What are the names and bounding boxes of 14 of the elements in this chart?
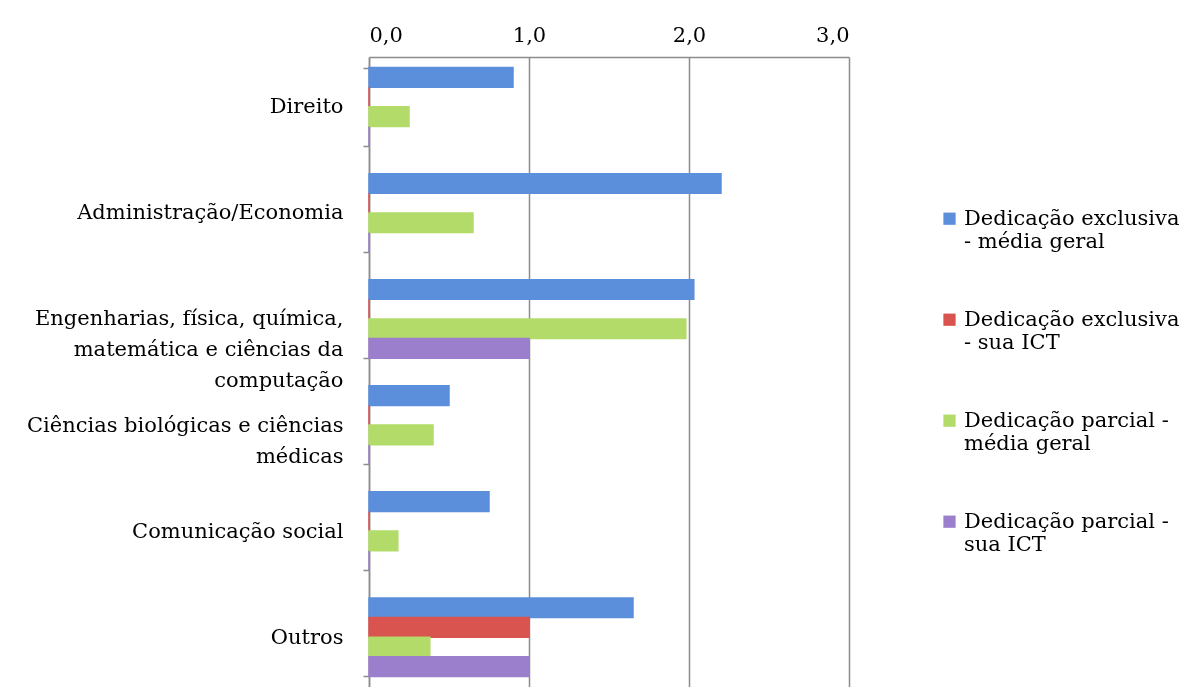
y-tick-label: Direito — [269, 94, 344, 119]
y-tick-label: Comunicação social — [132, 518, 344, 543]
legend-label: Dedicação exclusiva - média geral — [964, 205, 1180, 253]
x-tick-label: 1,0 — [512, 22, 547, 47]
x-tick-label: 2,0 — [672, 22, 707, 47]
y-tick-label: Engenharias, física, química, matemática e ciências da computação — [34, 306, 344, 393]
y-tick-label: Outros — [270, 624, 344, 649]
x-tick-label: 3,0 — [816, 22, 850, 47]
y-tick-label: Ciências biológicas e ciências médicas — [26, 412, 344, 468]
legend-label: Dedicação parcial - média geral — [964, 407, 1169, 455]
legend-label: Dedicação exclusiva - sua ICT — [964, 306, 1180, 354]
legend-label: Dedicação parcial - sua ICT — [964, 508, 1169, 556]
y-tick-label: Administração/Economia — [76, 200, 344, 225]
x-tick-label: 0,0 — [369, 22, 403, 47]
